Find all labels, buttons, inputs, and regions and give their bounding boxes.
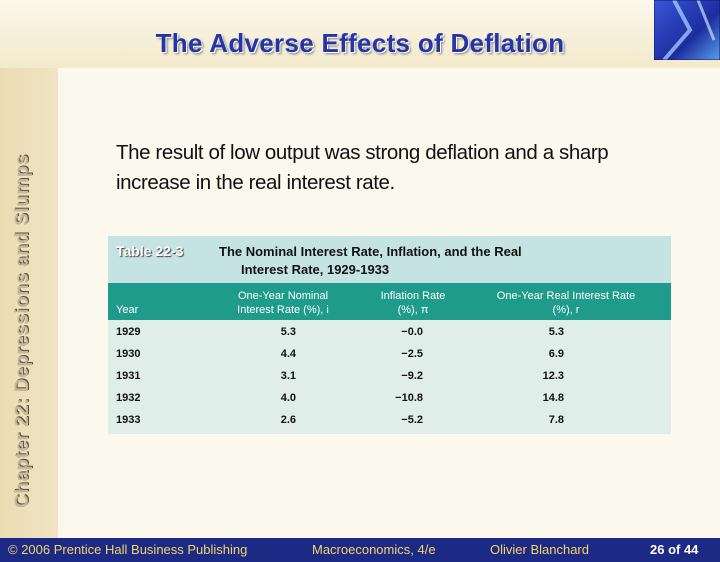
footer-bar: © 2006 Prentice Hall Business Publishing…	[0, 538, 720, 562]
column-headers: Year One-Year Nominal Interest Rate (%),…	[108, 283, 671, 320]
cell-nominal: 4.0	[280, 392, 296, 404]
cell-year: 1929	[116, 326, 141, 338]
cell-year: 1932	[116, 392, 141, 404]
cell-year: 1933	[116, 414, 141, 426]
data-table: Table 22-3 The Nominal Interest Rate, In…	[108, 236, 671, 434]
cell-real: 12.3	[542, 370, 564, 382]
table-header: Table 22-3 The Nominal Interest Rate, In…	[108, 236, 671, 283]
cell-nominal: 4.4	[280, 348, 296, 360]
table-row: 1931 3.1 −9.2 12.3	[108, 366, 671, 388]
cell-year: 1931	[116, 370, 141, 382]
cell-inflation: −0.0	[401, 326, 423, 338]
footer-page-number: 26 of 44	[650, 542, 699, 557]
body-text: The result of low output was strong defl…	[116, 141, 609, 194]
table-title-line1: The Nominal Interest Rate, Inflation, an…	[219, 244, 522, 259]
cell-inflation: −10.8	[395, 392, 423, 404]
cell-real: 5.3	[548, 326, 564, 338]
header-band	[0, 0, 720, 68]
corner-decoration	[654, 0, 720, 60]
column-header-nominal: One-Year Nominal Interest Rate (%), i	[237, 290, 329, 316]
footer-copyright: © 2006 Prentice Hall Business Publishing	[8, 542, 248, 557]
footer-book: Macroeconomics, 4/e	[312, 542, 436, 557]
cell-real: 7.8	[548, 414, 564, 426]
table-title-line2: Interest Rate, 1929-1933	[241, 262, 390, 277]
cell-inflation: −2.5	[401, 348, 423, 360]
side-band	[0, 68, 58, 538]
table-row: 1932 4.0 −10.8 14.8	[108, 388, 671, 410]
cell-nominal: 3.1	[280, 370, 296, 382]
cell-year: 1930	[116, 348, 141, 360]
table-row: 1933 2.6 −5.2 7.8	[108, 410, 671, 432]
slide-title: The Adverse Effects of Deflation	[155, 28, 565, 58]
cell-nominal: 2.6	[280, 414, 296, 426]
cell-real: 14.8	[542, 392, 564, 404]
cell-nominal: 5.3	[280, 326, 296, 338]
footer-author: Olivier Blanchard	[490, 542, 589, 557]
cell-real: 6.9	[548, 348, 564, 360]
table-title: The Nominal Interest Rate, Inflation, an…	[219, 243, 659, 279]
column-header-real: One-Year Real Interest Rate (%), r	[496, 290, 636, 316]
column-header-year: Year	[116, 304, 139, 316]
cell-inflation: −9.2	[401, 370, 423, 382]
table-row: 1929 5.3 −0.0 5.3	[108, 322, 671, 344]
table-row: 1930 4.4 −2.5 6.9	[108, 344, 671, 366]
chapter-label: Chapter 22: Depressions and Slumps	[12, 154, 33, 508]
column-header-inflation: Inflation Rate (%), π	[380, 290, 446, 316]
table-tag: Table 22-3	[116, 243, 184, 259]
cell-inflation: −5.2	[401, 414, 423, 426]
